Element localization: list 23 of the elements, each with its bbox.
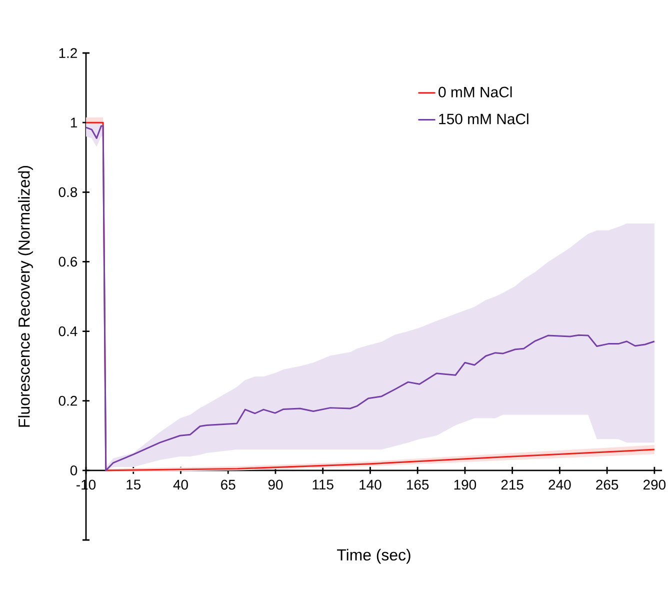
x-tick-label: 15 [126, 480, 141, 490]
y-tick-label: 0.6 [58, 256, 78, 267]
x-tick-label: 115 [312, 480, 334, 490]
x-tick-label: 40 [173, 480, 188, 490]
y-tick-label: 0.8 [58, 187, 78, 198]
legend-label: 0 mM NaCl [438, 86, 512, 98]
x-tick-label: 265 [596, 480, 618, 490]
x-axis-title: Time (sec) [337, 548, 410, 564]
x-tick-label: 290 [643, 480, 666, 490]
y-axis-title: Fluorescence Recovery (Normalized) [18, 166, 33, 427]
x-tick-label: 165 [407, 480, 429, 490]
y-tick-label: 1.2 [59, 48, 77, 58]
x-tick-label: 190 [454, 480, 476, 490]
x-tick-label: 140 [360, 480, 382, 490]
x-tick-label: 215 [501, 480, 524, 490]
y-tick-label: 0.4 [58, 326, 78, 336]
x-tick-label: 240 [548, 480, 571, 490]
x-tick-label: 90 [268, 480, 283, 490]
y-tick-label: 1 [70, 118, 77, 128]
legend-label: 150 mM NaCl [439, 113, 528, 124]
x-tick-label: 65 [221, 480, 236, 490]
y-tick-label: 0.2 [58, 396, 77, 406]
y-tick-label: 0 [70, 465, 78, 476]
